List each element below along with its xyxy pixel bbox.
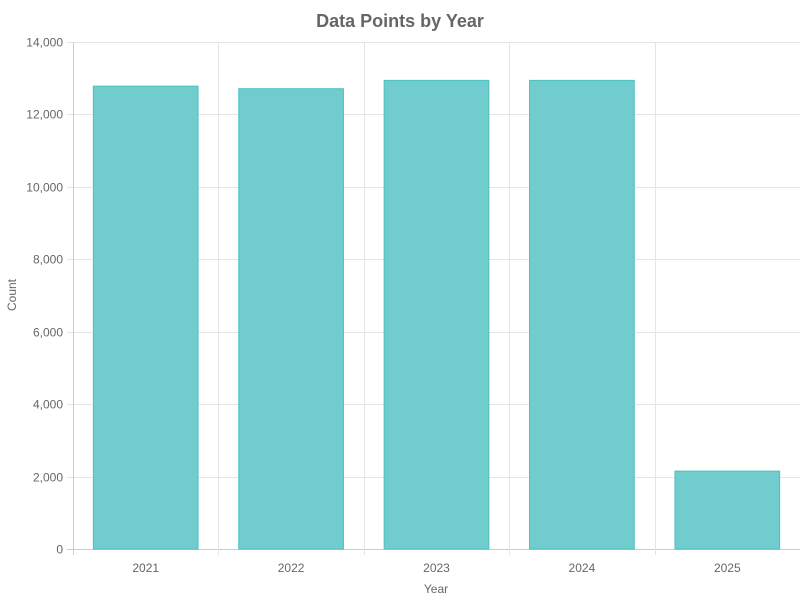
y-tick-label: 14,000 — [26, 36, 63, 50]
bar-2025 — [674, 470, 781, 550]
y-tick-label: 12,000 — [26, 108, 63, 122]
bar-2023 — [383, 79, 490, 550]
bars — [92, 79, 781, 550]
y-tick-label: 0 — [56, 543, 63, 557]
x-tick-label: 2021 — [132, 561, 159, 575]
x-tick-label: 2022 — [278, 561, 305, 575]
bar-2024 — [529, 79, 635, 550]
chart-title: Data Points by Year — [316, 11, 484, 31]
y-tick-label: 4,000 — [33, 398, 63, 412]
bar-2022 — [238, 88, 344, 550]
y-tick-label: 2,000 — [33, 471, 63, 485]
bar-2021 — [92, 85, 199, 550]
x-axis-title: Year — [424, 582, 448, 596]
x-tick-label: 2023 — [423, 561, 450, 575]
y-axis-title: Count — [5, 278, 19, 311]
x-tick-label: 2025 — [714, 561, 741, 575]
x-tick-label: 2024 — [569, 561, 596, 575]
y-tick-label: 8,000 — [33, 253, 63, 267]
y-tick-label: 10,000 — [26, 181, 63, 195]
y-tick-label: 6,000 — [33, 326, 63, 340]
y-axis-ticks: 0 2,000 4,000 6,000 8,000 10,000 12,000 14,000 — [26, 36, 63, 557]
x-axis-ticks: 2021 2022 2023 2024 2025 — [132, 561, 741, 575]
